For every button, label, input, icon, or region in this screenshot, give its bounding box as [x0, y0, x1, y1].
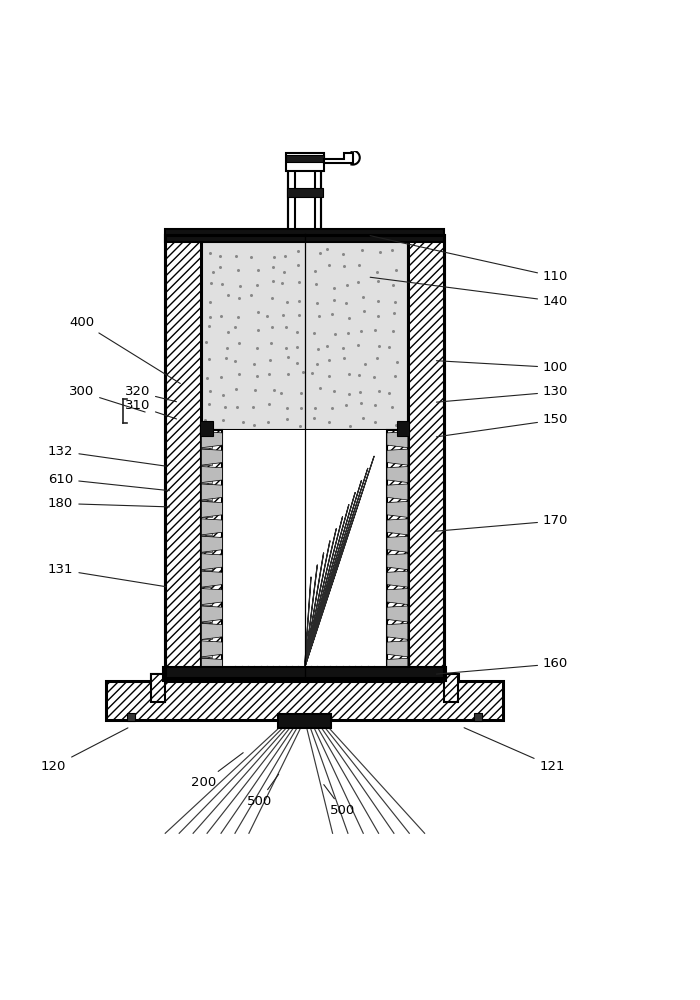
Bar [202, 501, 212, 517]
Text: 110: 110 [370, 236, 568, 283]
Bar [286, 188, 323, 197]
Text: 150: 150 [436, 413, 568, 437]
Polygon shape [387, 536, 408, 552]
Polygon shape [387, 501, 408, 517]
Bar [202, 536, 212, 552]
Bar [444, 674, 458, 702]
Text: 180: 180 [48, 497, 169, 510]
Bar [202, 449, 212, 465]
Text: 170: 170 [436, 514, 568, 531]
Text: 131: 131 [48, 563, 166, 587]
Text: 500: 500 [246, 774, 279, 808]
Bar [288, 165, 295, 235]
Text: 320: 320 [125, 385, 176, 402]
Bar [278, 714, 331, 728]
Bar [295, 165, 315, 235]
Text: 121: 121 [464, 728, 565, 773]
Text: 160: 160 [436, 657, 568, 674]
Bar [202, 606, 212, 622]
Text: 300: 300 [69, 385, 145, 412]
Bar [202, 235, 408, 430]
Polygon shape [202, 449, 223, 465]
Text: 140: 140 [370, 277, 568, 308]
Polygon shape [323, 153, 353, 163]
Text: 130: 130 [436, 385, 568, 402]
Text: 500: 500 [324, 785, 356, 817]
Bar [200, 421, 213, 436]
Polygon shape [202, 589, 223, 605]
Polygon shape [202, 571, 223, 587]
Bar [106, 681, 503, 720]
Text: 100: 100 [436, 361, 568, 374]
Bar [165, 229, 444, 242]
Text: 120: 120 [41, 728, 128, 773]
Bar [202, 554, 212, 570]
Polygon shape [387, 589, 408, 605]
Polygon shape [202, 501, 223, 517]
Bar [286, 155, 323, 162]
Polygon shape [202, 641, 223, 657]
Bar [288, 165, 321, 235]
Bar [202, 430, 408, 674]
Bar [202, 484, 212, 500]
Polygon shape [202, 432, 223, 448]
Polygon shape [387, 606, 408, 622]
Polygon shape [202, 536, 223, 552]
Polygon shape [387, 449, 408, 465]
Polygon shape [202, 606, 223, 622]
Polygon shape [202, 658, 223, 674]
Bar [202, 589, 212, 605]
Bar [163, 667, 446, 681]
Bar [315, 165, 321, 235]
Bar [151, 674, 165, 702]
Polygon shape [387, 519, 408, 535]
Bar [202, 623, 212, 639]
Bar [408, 235, 444, 678]
Bar [202, 432, 212, 448]
Bar [165, 235, 444, 678]
Bar [127, 713, 135, 721]
Bar [387, 430, 408, 674]
Polygon shape [387, 554, 408, 570]
Bar [202, 658, 212, 674]
Bar [165, 235, 202, 678]
Polygon shape [202, 467, 223, 483]
Text: 400: 400 [69, 316, 181, 383]
Text: 310: 310 [125, 399, 176, 419]
Polygon shape [202, 623, 223, 639]
Text: 132: 132 [48, 445, 166, 466]
Polygon shape [202, 484, 223, 500]
Polygon shape [202, 554, 223, 570]
Bar [202, 430, 223, 674]
Polygon shape [387, 467, 408, 483]
Polygon shape [387, 432, 408, 448]
Bar [202, 519, 212, 535]
Text: 610: 610 [48, 473, 169, 491]
Bar [202, 467, 212, 483]
Polygon shape [202, 519, 223, 535]
Bar [151, 674, 458, 702]
Polygon shape [387, 571, 408, 587]
Polygon shape [387, 623, 408, 639]
Bar [474, 713, 482, 721]
Bar [202, 641, 212, 657]
Bar [397, 421, 410, 436]
Polygon shape [387, 658, 408, 674]
Bar [202, 571, 212, 587]
Polygon shape [387, 641, 408, 657]
Text: 200: 200 [191, 753, 243, 789]
Bar [286, 153, 323, 171]
Polygon shape [387, 484, 408, 500]
